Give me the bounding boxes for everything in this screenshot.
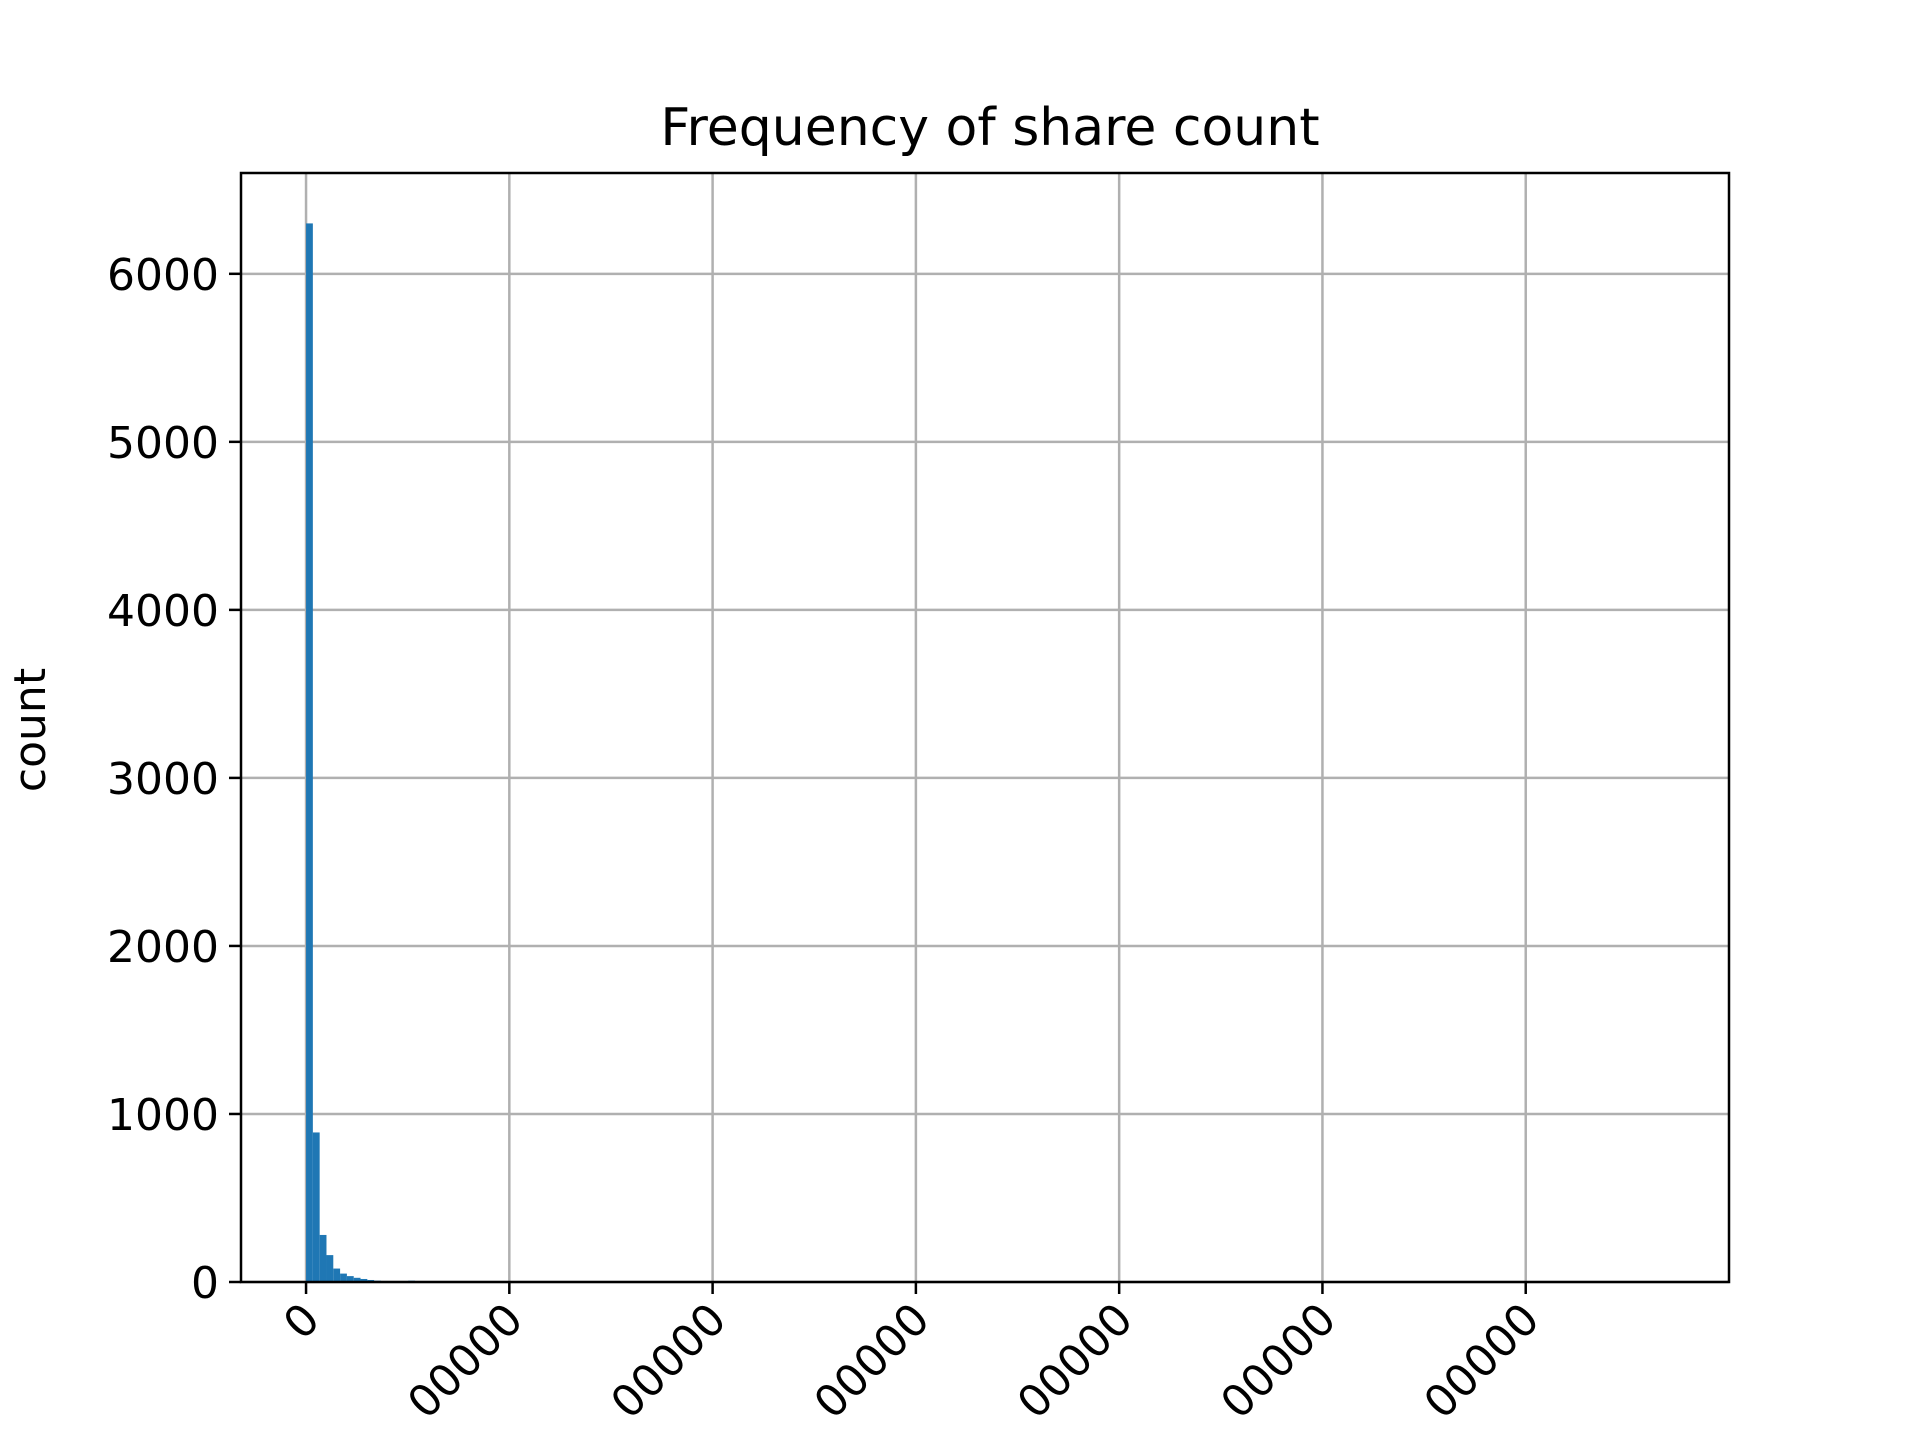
- histogram-bar: [319, 1234, 327, 1282]
- chart-title: Frequency of share count: [660, 98, 1319, 158]
- x-tick-label: 00000: [805, 1294, 940, 1429]
- x-tick-label: 0: [274, 1294, 330, 1350]
- x-tick-label: 00000: [1008, 1294, 1143, 1429]
- x-tick-label: 00000: [601, 1294, 736, 1429]
- y-tick-label: 0: [191, 1258, 219, 1309]
- y-tick-label: 5000: [107, 418, 219, 469]
- histogram-bar: [360, 1278, 368, 1282]
- x-tick-label: 00000: [1211, 1294, 1346, 1429]
- x-tick-label: 00000: [1414, 1294, 1549, 1429]
- axes-frame: [239, 171, 1731, 1284]
- histogram-bar: [326, 1255, 334, 1282]
- histogram-bar: [346, 1276, 354, 1282]
- y-tick-label: 4000: [107, 586, 219, 637]
- histogram-bar: [333, 1268, 341, 1282]
- y-tick-label: 1000: [107, 1090, 219, 1141]
- y-tick-label: 6000: [107, 250, 219, 301]
- y-tick-label: 2000: [107, 922, 219, 973]
- x-tick-label: 00000: [398, 1294, 533, 1429]
- histogram-bar: [353, 1277, 361, 1282]
- histogram-bar: [312, 1132, 320, 1282]
- y-tick-label: 3000: [107, 754, 219, 805]
- y-axis-label: count: [5, 668, 56, 792]
- histogram-bar: [306, 223, 313, 1283]
- histogram-bar: [340, 1273, 347, 1282]
